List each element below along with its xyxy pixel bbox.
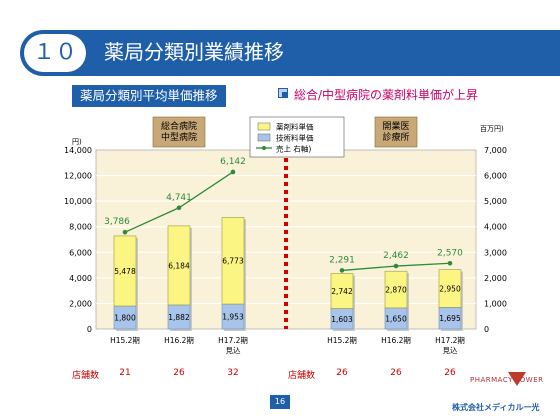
sales-label: 2,462 — [383, 251, 409, 261]
tech-fee-label: 1,800 — [114, 313, 136, 322]
left-axis-tick-label: 4,000 — [69, 274, 92, 283]
category-label: H16.2期 — [381, 336, 411, 345]
group-label-box — [374, 116, 418, 148]
square-bullet-icon — [278, 88, 288, 98]
group-label-box — [152, 116, 206, 148]
right-axis-tick-label: 4,000 — [484, 223, 507, 232]
sales-point — [393, 263, 399, 269]
legend-label: 薬剤料単価 — [276, 122, 314, 132]
legend-bar-swatch — [257, 122, 271, 131]
legend-label: 技術料単価 — [276, 133, 314, 143]
bar-drug-fee — [167, 225, 191, 306]
legend-marker — [262, 146, 266, 150]
tech-fee-label: 1,650 — [385, 314, 407, 323]
bar-drug-fee — [113, 235, 137, 307]
sales-label: 3,786 — [104, 217, 130, 227]
store-count-value: 26 — [390, 368, 402, 378]
bar-drug-fee — [438, 269, 462, 308]
group-label: 開業医診療所 — [382, 120, 409, 143]
unit-price-chart: 02,0004,0006,0008,00010,00012,00014,000 … — [64, 116, 507, 355]
page-title: 薬局分類別業績推移 — [104, 40, 284, 64]
left-axis-tick-label: 14,000 — [64, 146, 92, 155]
right-axis-tick-label: 2,000 — [484, 274, 507, 283]
right-axis-label: 百万円) — [480, 125, 504, 133]
legend-label: 売上 右軸) — [276, 144, 311, 154]
store-count-value: 32 — [227, 368, 239, 378]
store-count-value: 26 — [173, 368, 185, 378]
store-count-value: 26 — [336, 368, 348, 378]
left-axis-tick-label: 2,000 — [69, 299, 92, 308]
bar-drug-fee — [221, 217, 245, 305]
sales-label: 2,291 — [329, 255, 355, 265]
left-axis-tick-label: 12,000 — [64, 172, 92, 181]
sales-point — [122, 229, 128, 235]
left-axis-tick-label: 8,000 — [69, 223, 92, 232]
sales-label: 2,570 — [437, 248, 463, 258]
page-number: 16 — [270, 395, 290, 409]
left-axis-tick-label: 10,000 — [64, 197, 92, 206]
sales-point — [447, 260, 453, 266]
store-count-value: 26 — [444, 368, 456, 378]
sales-point — [230, 169, 236, 175]
tech-fee-label: 1,603 — [331, 315, 353, 324]
store-count-label: 店舗数 — [288, 371, 316, 381]
right-axis-tick-label: 6,000 — [484, 172, 507, 181]
section-number-badge: １０ — [24, 34, 86, 72]
sales-point — [176, 205, 182, 211]
right-axis-tick-label: 0 — [484, 325, 489, 334]
chart-section-label: 薬局分類別平均単価推移 — [72, 85, 226, 107]
drug-fee-label: 6,773 — [222, 257, 244, 266]
tech-fee-label: 1,695 — [439, 314, 461, 323]
logo-mark-icon — [508, 372, 526, 386]
tech-fee-label: 1,953 — [222, 313, 244, 322]
company-logo-text: 株式会社メディカル一光 — [452, 403, 540, 412]
drug-fee-label: 2,870 — [385, 286, 407, 295]
bar-drug-fee — [384, 270, 408, 309]
legend-bar-swatch — [257, 133, 271, 142]
logo-text-top: PHARMACY LOWER — [470, 376, 544, 384]
headline: 総合/中型病院の薬剤料単価が上昇 — [278, 86, 478, 104]
title-banner — [20, 30, 560, 76]
group-label: 総合病院中型病院 — [161, 120, 197, 143]
bar-drug-fee — [330, 273, 354, 309]
right-axis-tick-label: 1,000 — [484, 299, 507, 308]
drug-fee-label: 2,950 — [439, 284, 461, 293]
left-axis-tick-label: 0 — [87, 325, 92, 334]
sales-label: 4,741 — [166, 193, 192, 203]
store-count-label: 店舗数 — [72, 371, 100, 381]
category-label: H17.2期見込 — [435, 336, 465, 355]
drug-fee-label: 2,742 — [331, 287, 353, 296]
category-label: H15.2期 — [110, 336, 140, 345]
left-axis-tick-label: 6,000 — [69, 248, 92, 257]
sales-label: 6,142 — [220, 157, 246, 167]
tech-fee-label: 1,882 — [168, 313, 190, 322]
store-count-value: 21 — [119, 368, 131, 378]
category-label: H17.2期見込 — [218, 336, 248, 355]
right-axis-tick-label: 3,000 — [484, 248, 507, 257]
right-axis-tick-label: 7,000 — [484, 146, 507, 155]
category-label: H16.2期 — [164, 336, 194, 345]
sales-point — [339, 268, 345, 273]
left-axis-label: 円) — [72, 138, 82, 146]
drug-fee-label: 6,184 — [168, 261, 190, 270]
category-label: H15.2期 — [327, 336, 357, 345]
drug-fee-label: 5,478 — [114, 267, 136, 276]
headline-text: 総合/中型病院の薬剤料単価が上昇 — [294, 88, 479, 102]
right-axis-tick-label: 5,000 — [484, 197, 507, 206]
